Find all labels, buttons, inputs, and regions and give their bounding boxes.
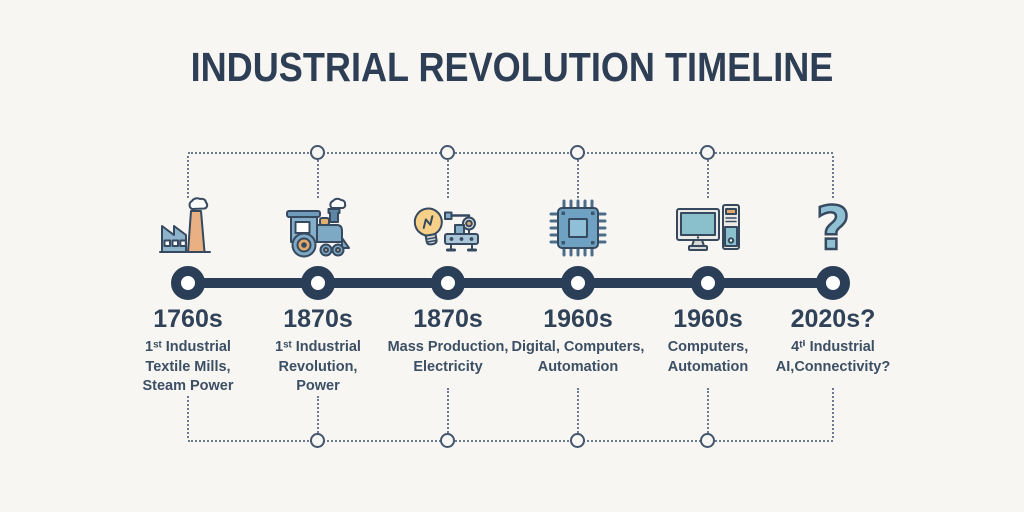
timeline-node	[561, 266, 595, 300]
bracket-node-dot	[700, 145, 715, 160]
era-description: 1ˢᵗ Industrial Revolution, Power	[275, 339, 361, 395]
bracket-node-dot	[440, 145, 455, 160]
bracket-node-dot	[310, 145, 325, 160]
era-description: 1ˢᵗ Industrial Textile Mills, Steam Powe…	[142, 339, 234, 395]
dotted-connector	[187, 396, 189, 438]
dotted-connector	[832, 388, 834, 438]
dotted-connector	[832, 156, 834, 198]
timeline-node	[431, 266, 465, 300]
dotted-bracket-bottom	[188, 440, 833, 442]
date-label: 1870s	[283, 305, 353, 333]
factory-icon	[152, 196, 224, 260]
date-label: 2020s?	[790, 305, 876, 333]
steam-locomotive-icon	[282, 196, 354, 260]
era-description: Digital, Computers, Automation	[511, 339, 645, 375]
question-mark-icon: ?	[797, 194, 869, 264]
microchip-icon	[542, 196, 614, 260]
dotted-connector	[447, 388, 449, 436]
bracket-node-dot	[570, 145, 585, 160]
date-label: 1760s	[153, 305, 223, 333]
timeline-bar	[188, 278, 835, 288]
dotted-connector	[577, 160, 579, 198]
dotted-connector	[577, 388, 579, 436]
dotted-connector	[317, 160, 319, 198]
dotted-connector	[707, 160, 709, 198]
era-description: 4ᵗⁱ Industrial AI,Connectivity?	[775, 339, 891, 375]
desktop-computer-icon	[672, 196, 744, 260]
bracket-node-dot	[310, 433, 325, 448]
question-mark-glyph: ?	[814, 194, 851, 264]
bracket-node-dot	[700, 433, 715, 448]
lightbulb-assembly-icon	[412, 196, 484, 260]
date-label: 1960s	[543, 305, 613, 333]
date-label: 1960s	[673, 305, 743, 333]
timeline-node	[691, 266, 725, 300]
era-description: Computers, Automation	[667, 339, 749, 375]
dotted-connector	[187, 156, 189, 198]
bracket-node-dot	[440, 433, 455, 448]
timeline-node	[816, 266, 850, 300]
page-title: INDUSTRIAL REVOLUTION TIMELINE	[190, 44, 834, 90]
dotted-bracket-top	[188, 152, 833, 154]
timeline-node	[301, 266, 335, 300]
date-label: 1870s	[413, 305, 483, 333]
era-description: Mass Production, Electricity	[387, 339, 509, 375]
bracket-node-dot	[570, 433, 585, 448]
dotted-connector	[707, 388, 709, 436]
dotted-connector	[447, 160, 449, 198]
timeline-node	[171, 266, 205, 300]
dotted-connector	[317, 396, 319, 436]
